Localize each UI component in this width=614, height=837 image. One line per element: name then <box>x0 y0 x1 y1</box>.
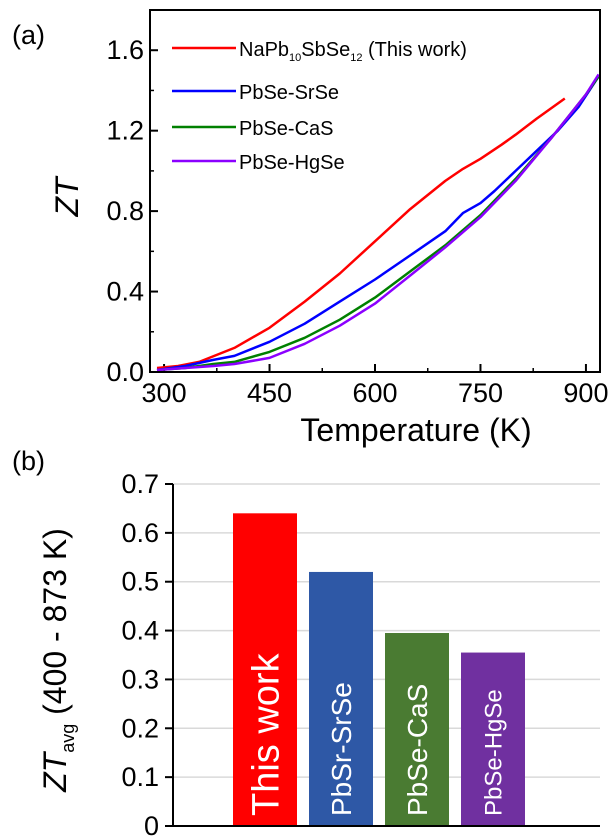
b-y-tick-label: 0.5 <box>121 567 159 597</box>
series-line-pbse-hgse <box>156 73 600 372</box>
b-y-tick-label: 0.3 <box>121 664 159 694</box>
series-line-pbse-srse <box>156 75 600 372</box>
panel-b-y-tick-labels: 0 0.1 0.2 0.3 0.4 0.5 0.6 0.7 <box>121 469 159 837</box>
bar-pbse-hgse-label: PbSe-HgSe <box>481 689 508 816</box>
legend-label-pbse-hgse: PbSe-HgSe <box>239 152 345 174</box>
panel-b-y-axis-title: ZTavg (400 - 873 K) <box>37 528 78 793</box>
bar-pbse-cas <box>385 633 449 826</box>
legend-label-pbse-cas: PbSe-CaS <box>239 118 334 140</box>
panel-a-legend: NaPb10SbSe12 (This work) PbSe-SrSe PbSe-… <box>172 39 467 174</box>
panel-a-x-tick-labels: 300 450 600 750 900 <box>142 378 609 408</box>
panel-a-plot-frame <box>149 9 601 373</box>
b-y-tick-label: 0.1 <box>121 762 159 792</box>
a-x-tick-label: 300 <box>142 378 187 408</box>
panel-b-label: (b) <box>12 446 45 476</box>
bar-pbsr-srse-label: PbSr-SrSe <box>326 682 357 816</box>
panel-b: (b) This work PbSr-SrSe PbSe-CaS PbSe-HgSe … <box>12 446 600 837</box>
panel-a: (a) 300 450 600 750 900 0.0 0.4 0.8 1.2 1.6 ZT T… <box>12 9 609 448</box>
series-line-napbsbse <box>156 97 566 370</box>
b-y-tick-label: 0.7 <box>121 469 159 499</box>
a-x-tick-label: 450 <box>247 378 292 408</box>
panel-a-series-lines <box>156 73 600 372</box>
panel-a-y-axis-title: ZT <box>49 175 85 218</box>
a-y-tick-label: 0.8 <box>106 196 144 226</box>
panel-b-bars <box>233 513 525 826</box>
panel-b-y-ticks <box>165 483 173 827</box>
legend-label-pbse-srse: PbSe-SrSe <box>239 82 339 104</box>
bar-this-work-label: This work <box>246 652 288 816</box>
a-x-tick-label: 900 <box>563 378 608 408</box>
a-x-tick-label: 750 <box>458 378 503 408</box>
panel-a-label: (a) <box>12 20 45 50</box>
a-y-tick-label: 1.6 <box>106 35 144 65</box>
panel-a-ticks <box>150 49 587 373</box>
a-y-tick-label: 0.0 <box>106 357 144 387</box>
bar-this-work <box>233 513 297 826</box>
panel-a-y-tick-labels: 0.0 0.4 0.8 1.2 1.6 <box>106 35 144 387</box>
bar-pbse-cas-label: PbSe-CaS <box>402 684 433 816</box>
panel-a-x-axis-title: Temperature (K) <box>300 412 531 448</box>
b-y-tick-label: 0 <box>144 811 159 837</box>
a-x-tick-label: 600 <box>352 378 397 408</box>
legend-label-napbsbse: NaPb10SbSe12 (This work) <box>239 39 467 64</box>
b-y-tick-label: 0.4 <box>121 616 159 646</box>
bar-pbsr-srse <box>309 571 373 826</box>
b-y-tick-label: 0.2 <box>121 713 159 743</box>
b-y-tick-label: 0.6 <box>121 518 159 548</box>
panel-b-bar-labels: This work PbSr-SrSe PbSe-CaS PbSe-HgSe <box>246 652 508 816</box>
bar-pbse-hgse <box>461 652 525 826</box>
a-y-tick-label: 0.4 <box>106 277 144 307</box>
a-y-tick-label: 1.2 <box>106 116 144 146</box>
